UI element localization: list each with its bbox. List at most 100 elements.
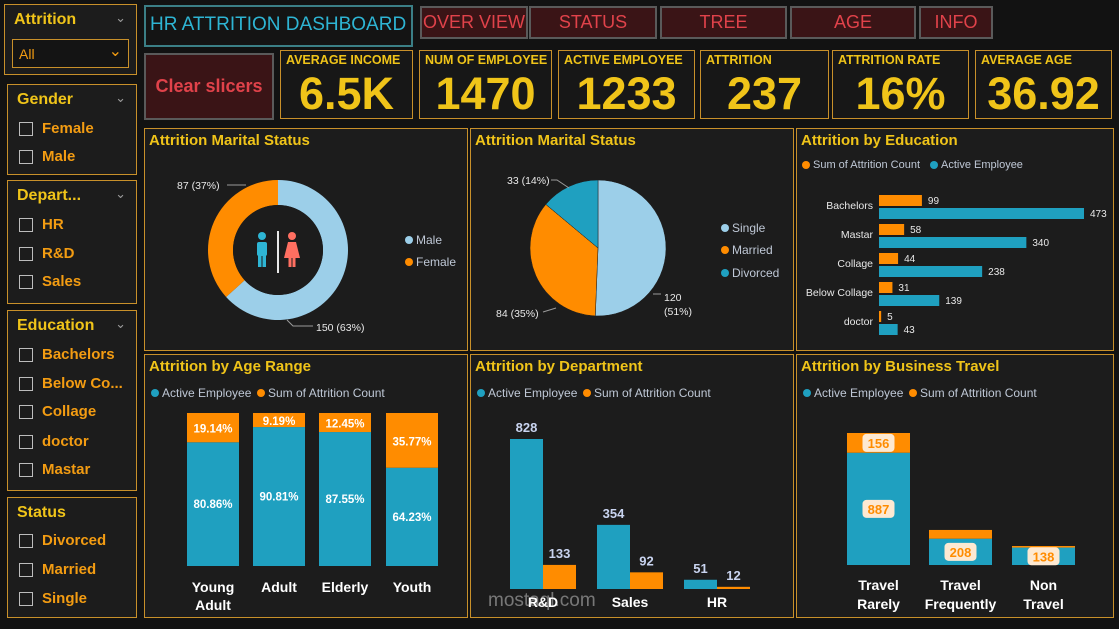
checkbox[interactable] — [19, 562, 33, 577]
kpi-attrition-rate: ATTRITION RATE 16% — [832, 50, 969, 119]
chevron-down-icon[interactable]: ⌄ — [115, 187, 126, 202]
legend-active-employee[interactable]: Active Employee — [930, 159, 1023, 171]
bar-attrition — [879, 311, 882, 322]
watermark-text: mostaql.com — [488, 590, 596, 611]
legend-dot — [151, 389, 159, 397]
kpi-value: 1470 — [435, 68, 536, 119]
value-label: 208 — [950, 545, 972, 560]
kpi-label: ATTRITION — [706, 53, 772, 67]
category-label: doctor — [844, 316, 874, 328]
education-option-below-collage[interactable]: Below Co... — [19, 375, 123, 392]
value-label: 80.86% — [193, 499, 232, 511]
watermark: mostaql.com — [488, 590, 596, 612]
checkbox[interactable] — [19, 217, 33, 232]
checkbox[interactable] — [19, 533, 33, 548]
slicer-status: Status Divorced Married Single — [7, 497, 137, 618]
status-option-married[interactable]: Married — [19, 561, 96, 578]
bar-active — [879, 295, 940, 306]
legend-active-employee[interactable]: Active Employee — [151, 386, 251, 400]
legend-attrition-count[interactable]: Sum of Attrition Count — [909, 386, 1037, 400]
attrition-dropdown[interactable]: All ⌄ — [12, 39, 129, 68]
education-option-mastar[interactable]: Mastar — [19, 461, 90, 478]
female-icon — [284, 232, 300, 267]
department-option-sales[interactable]: Sales — [19, 273, 81, 290]
department-option-rd[interactable]: R&D — [19, 245, 75, 262]
category-label: Frequently — [925, 596, 997, 612]
gender-option-male[interactable]: Male — [19, 148, 75, 165]
legend-attrition-count[interactable]: Sum of Attrition Count — [583, 386, 711, 400]
checkbox[interactable] — [19, 274, 33, 289]
nav-age-button[interactable]: AGE — [790, 6, 916, 39]
option-label: Mastar — [42, 461, 91, 478]
slicer-gender: Gender ⌄ Female Male — [7, 84, 137, 175]
donut-chart: 150 (63%) 87 (37%) — [177, 180, 364, 334]
clear-slicers-button[interactable]: Clear slicers — [144, 53, 274, 120]
category-label: Below Collage — [806, 287, 873, 299]
department-option-hr[interactable]: HR — [19, 216, 64, 233]
checkbox[interactable] — [19, 376, 33, 391]
nav-overview-button[interactable]: OVER VIEW — [420, 6, 528, 39]
bar-active — [386, 467, 438, 566]
kpi-label: AVERAGE INCOME — [286, 53, 401, 67]
nav-info-button[interactable]: INFO — [919, 6, 993, 39]
checkbox[interactable] — [19, 347, 33, 362]
legend-single[interactable]: Single — [721, 221, 765, 235]
legend-dot — [721, 269, 729, 277]
category-label: R&D — [528, 594, 558, 610]
bar-active — [597, 524, 630, 589]
value-label: 354 — [603, 506, 625, 521]
legend-label: Male — [416, 233, 443, 247]
dashboard-title: HR ATTRITION DASHBOARD — [144, 5, 413, 47]
nav-status-button[interactable]: STATUS — [529, 6, 657, 39]
education-option-collage[interactable]: Collage — [19, 403, 96, 420]
legend-active-employee[interactable]: Active Employee — [477, 386, 577, 400]
chart-title: Attrition by Education — [801, 132, 958, 149]
nav-tree-button[interactable]: TREE — [660, 6, 787, 39]
chevron-down-icon[interactable]: ⌄ — [115, 317, 126, 332]
bar-attrition — [1012, 546, 1075, 548]
bar-active — [684, 579, 717, 589]
checkbox[interactable] — [19, 462, 33, 477]
bar-attrition — [717, 586, 750, 589]
legend-married[interactable]: Married — [721, 243, 773, 257]
chevron-down-icon[interactable]: ⌄ — [115, 11, 126, 26]
gender-option-female[interactable]: Female — [19, 120, 94, 137]
checkbox[interactable] — [19, 434, 33, 449]
checkbox[interactable] — [19, 149, 33, 164]
value-label: 139 — [945, 296, 962, 307]
legend-dot — [803, 389, 811, 397]
status-option-divorced[interactable]: Divorced — [19, 532, 106, 549]
attrition-dropdown-value: All — [19, 46, 35, 62]
checkbox[interactable] — [19, 246, 33, 261]
legend-divorced[interactable]: Divorced — [721, 266, 779, 280]
option-label: HR — [42, 216, 64, 233]
checkbox[interactable] — [19, 591, 33, 606]
option-label: Sales — [42, 273, 82, 290]
legend-attrition-count[interactable]: Sum of Attrition Count — [257, 386, 385, 400]
value-label: 99 — [928, 196, 940, 207]
status-option-single[interactable]: Single — [19, 590, 87, 607]
kpi-active-employee: ACTIVE EMPLOYEE 1233 — [558, 50, 695, 119]
value-label: 64.23% — [392, 512, 431, 524]
legend-active-employee[interactable]: Active Employee — [803, 386, 903, 400]
legend-label: Divorced — [732, 266, 780, 280]
education-option-bachelors[interactable]: Bachelors — [19, 346, 115, 363]
value-label: 133 — [549, 546, 571, 561]
legend-attrition-count[interactable]: Sum of Attrition Count — [802, 159, 920, 171]
slicer-department-title: Depart... — [17, 187, 82, 204]
value-label: 156 — [868, 436, 890, 451]
chevron-down-icon[interactable]: ⌄ — [115, 91, 126, 106]
category-label: Youth — [393, 579, 432, 595]
value-label: 44 — [904, 254, 916, 265]
checkbox[interactable] — [19, 404, 33, 419]
legend-label: Sum of Attrition Count — [594, 386, 711, 400]
bar-active — [510, 439, 543, 589]
pie-slice-married — [529, 204, 599, 317]
category-label: Travel — [1023, 596, 1063, 612]
value-label: 828 — [516, 420, 538, 435]
checkbox[interactable] — [19, 121, 33, 136]
value-label: 19.14% — [193, 424, 232, 436]
legend-female[interactable]: Female — [405, 255, 456, 269]
education-option-doctor[interactable]: doctor — [19, 433, 89, 450]
legend-male[interactable]: Male — [405, 233, 442, 247]
